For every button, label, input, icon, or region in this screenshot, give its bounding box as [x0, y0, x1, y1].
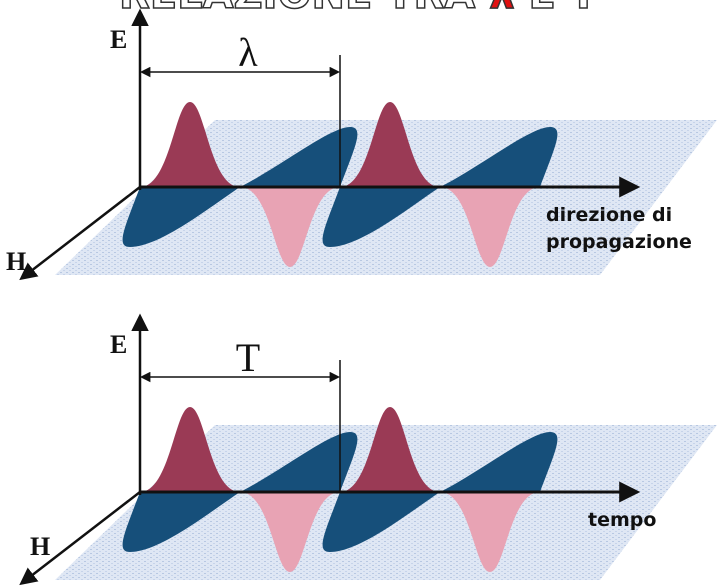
h-wave-front: [122, 492, 240, 552]
e-label: E: [110, 25, 127, 54]
e-label: E: [110, 330, 127, 359]
axis-label: propagazione: [546, 231, 692, 253]
h-axis: [19, 491, 141, 586]
e-wave-down: [240, 492, 340, 572]
period-label: T: [236, 335, 260, 380]
title-symbol: λ: [489, 0, 514, 18]
h-wave-front: [322, 187, 440, 247]
e-wave-down: [240, 187, 340, 267]
e-wave-down: [440, 187, 540, 267]
e-wave-up: [340, 102, 440, 187]
e-wave-up: [140, 102, 240, 187]
h-wave-front: [322, 492, 440, 552]
h-wave-back: [240, 127, 358, 187]
period-label: λ: [238, 30, 258, 75]
axis-label: direzione di: [546, 204, 672, 226]
e-wave-down: [440, 492, 540, 572]
h-wave-back: [240, 432, 358, 492]
axis-label: tempo: [588, 509, 656, 531]
h-wave-front: [122, 187, 240, 247]
h-wave-back: [440, 432, 558, 492]
title-text: E T: [528, 0, 597, 18]
h-wave-back: [440, 127, 558, 187]
h-label: H: [6, 247, 26, 276]
h-label: H: [30, 532, 50, 561]
title-text: RELAZIONE TRA: [119, 0, 475, 18]
title: RELAZIONE TRA λ E T: [119, 0, 598, 18]
h-axis: [19, 186, 141, 281]
e-wave-up: [140, 407, 240, 492]
e-wave-up: [340, 407, 440, 492]
